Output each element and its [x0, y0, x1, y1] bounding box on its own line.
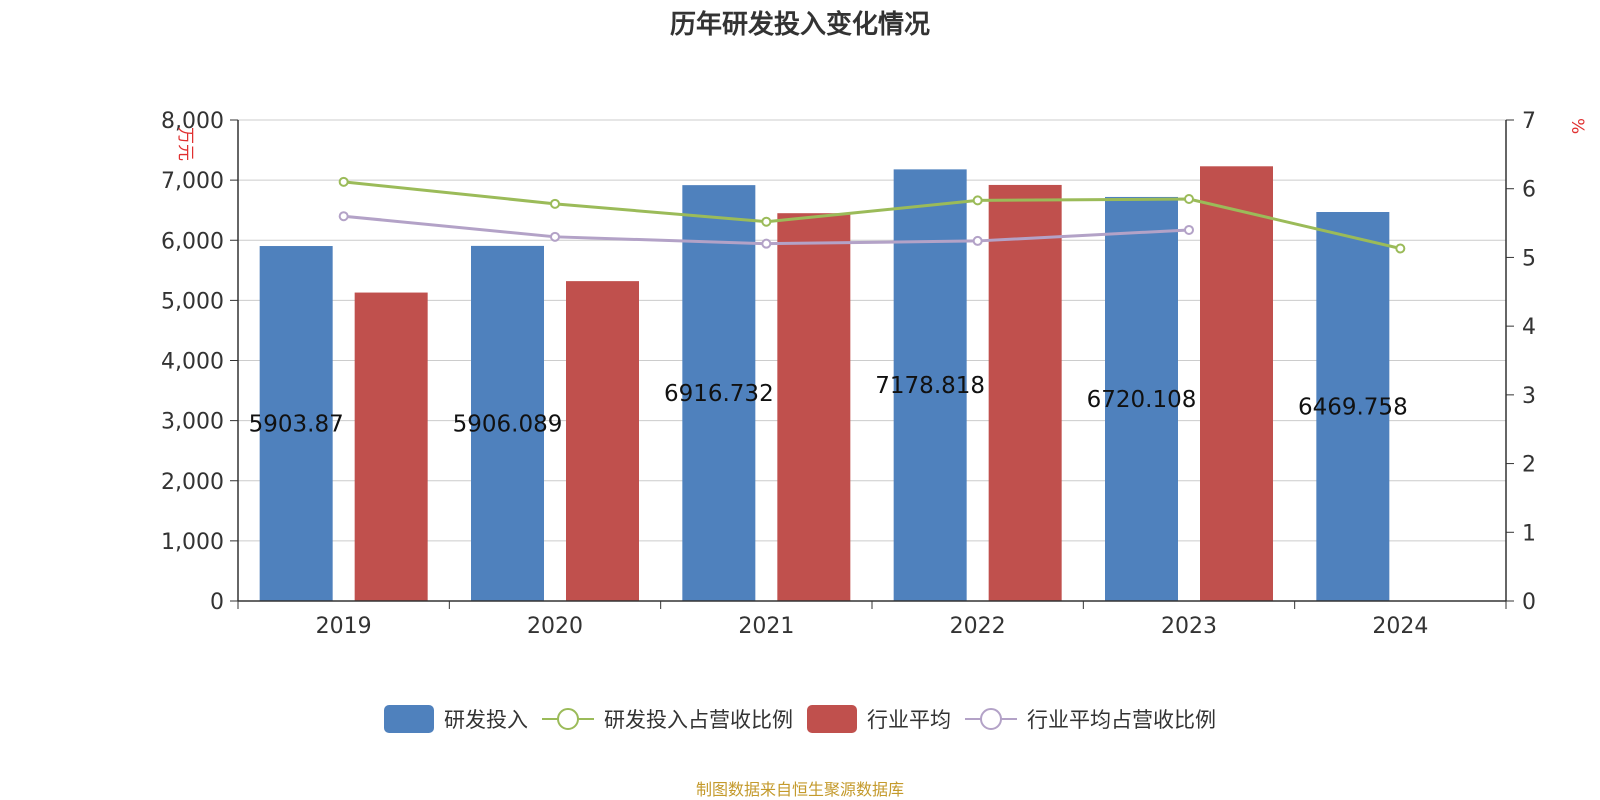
- line-point: [1184, 224, 1194, 235]
- line-point: [338, 176, 349, 187]
- bar-industry: [566, 281, 639, 601]
- bar-value-label: 6916.732: [664, 381, 774, 407]
- right-tick-label: 1: [1522, 521, 1536, 546]
- chart-title: 历年研发投入变化情况: [669, 10, 930, 40]
- bar-industry: [1200, 166, 1273, 601]
- line-rd-ratio: [343, 180, 1401, 250]
- bar-value-label: 7178.818: [875, 373, 985, 399]
- left-tick-label: 7,000: [161, 169, 224, 194]
- legend-swatch-industry: [807, 705, 857, 733]
- bar-industry: [988, 184, 1062, 601]
- left-tick-label: 1,000: [161, 530, 224, 555]
- legend-item-industry[interactable]: 行业平均: [807, 704, 951, 734]
- x-tick-label: 2023: [1161, 614, 1217, 639]
- left-tick-label: 5,000: [161, 289, 224, 314]
- x-tick-label: 2021: [738, 614, 794, 639]
- right-tick-label: 2: [1522, 453, 1536, 478]
- bar-value-label: 6720.108: [1087, 387, 1197, 413]
- right-tick-label: 7: [1522, 109, 1536, 134]
- gridlines: [238, 119, 1506, 542]
- x-tick-label: 2022: [950, 614, 1006, 639]
- axes: 0 1,000 2,000 3,000 4,000 5,000 6,000 7,000 8,00…: [161, 109, 1587, 639]
- right-tick-label: 3: [1522, 384, 1536, 409]
- bar-value-label: 5903.87: [249, 412, 344, 438]
- lines: [338, 176, 1406, 254]
- legend-label-rd: 研发投入: [444, 708, 528, 732]
- bar-rd: [682, 185, 756, 602]
- x-tick-label: 2020: [527, 614, 583, 639]
- x-tick-label: 2019: [316, 614, 372, 639]
- bar-value-label: 6469.758: [1298, 395, 1408, 421]
- legend-item-rd[interactable]: 研发投入: [384, 704, 528, 734]
- left-tick-label: 4,000: [161, 350, 224, 375]
- bars: [259, 166, 1390, 602]
- legend-label-industry-ratio: 行业平均占营收比例: [1027, 708, 1216, 732]
- right-axis-unit: %: [1567, 118, 1587, 134]
- line-point: [1184, 194, 1194, 205]
- line-point: [761, 216, 772, 227]
- left-tick-label: 0: [210, 590, 224, 615]
- bar-industry: [777, 213, 851, 601]
- line-point: [550, 231, 560, 242]
- legend-swatch-rd-ratio: [542, 708, 594, 730]
- left-tick-label: 8,000: [161, 109, 224, 134]
- legend-item-rd-ratio[interactable]: 研发投入占营收比例: [542, 704, 793, 734]
- right-tick-label: 4: [1522, 315, 1536, 340]
- line-point: [761, 238, 772, 249]
- legend-label-industry: 行业平均: [867, 708, 951, 732]
- right-tick-label: 6: [1522, 178, 1536, 203]
- left-tick-label: 3,000: [161, 410, 224, 435]
- legend-label-rd-ratio: 研发投入占营收比例: [604, 708, 793, 732]
- line-point: [338, 211, 349, 222]
- bar-rd: [471, 245, 544, 601]
- bar-industry: [354, 292, 428, 601]
- legend-item-industry-ratio[interactable]: 行业平均占营收比例: [965, 704, 1216, 734]
- bar-value-label: 5906.089: [453, 411, 563, 437]
- x-tick-label: 2024: [1372, 614, 1428, 639]
- right-tick-label: 5: [1522, 246, 1536, 271]
- left-tick-label: 6,000: [161, 229, 224, 254]
- line-point: [550, 198, 560, 209]
- right-tick-label: 0: [1522, 590, 1536, 615]
- legend-swatch-industry-ratio: [965, 708, 1017, 730]
- bar-rd: [1316, 212, 1390, 601]
- left-tick-label: 2,000: [161, 470, 224, 495]
- source-note: 制图数据来自恒生聚源数据库: [695, 780, 904, 799]
- legend: 研发投入 研发投入占营收比例 行业平均 行业平均占营收比例: [0, 704, 1600, 734]
- bar-rd: [259, 246, 333, 601]
- line-point: [972, 235, 983, 246]
- left-axis-unit: 万元: [175, 127, 195, 161]
- data-labels: 5903.87 5906.089 6916.732 7178.818 6720.108 6…: [249, 373, 1408, 437]
- legend-swatch-rd: [384, 705, 434, 733]
- bar-rd: [1105, 196, 1178, 602]
- line-point: [972, 195, 983, 206]
- line-point: [1395, 243, 1406, 254]
